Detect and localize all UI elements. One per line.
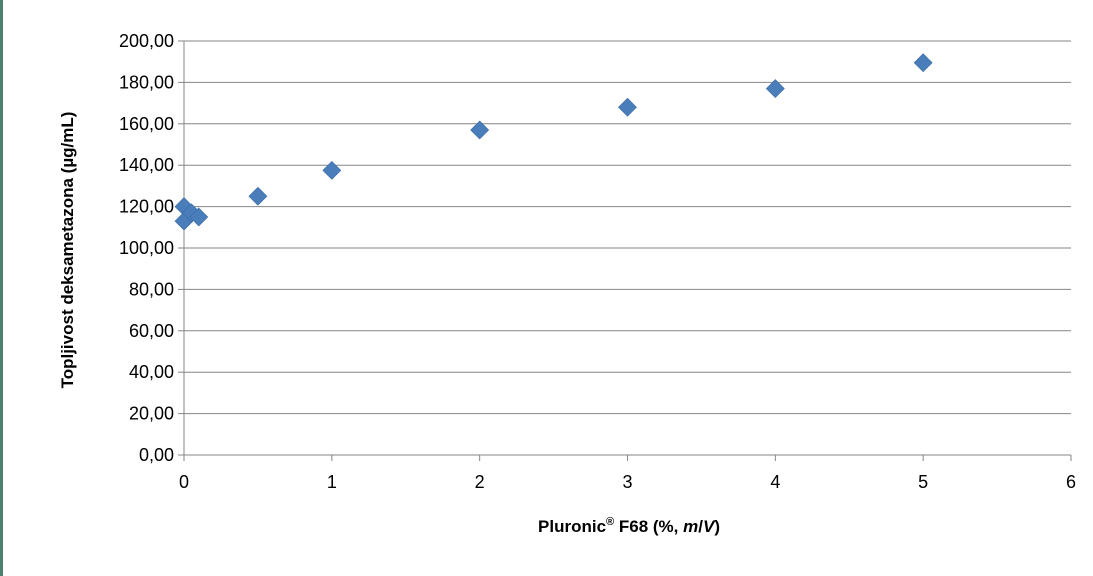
x-tick-label: 3 [622,472,632,492]
x-tick-label: 6 [1066,472,1076,492]
data-point [618,97,637,117]
y-tick-label: 180,00 [119,72,174,92]
y-tick-label: 200,00 [119,31,174,51]
y-tick-label: 60,00 [129,321,174,341]
x-tick-label: 5 [918,472,928,492]
data-point [470,120,490,140]
y-tick-label: 120,00 [119,197,174,217]
y-tick-label: 140,00 [119,155,174,175]
data-points [174,53,933,231]
y-tick-label: 80,00 [129,279,174,299]
data-point [765,79,785,99]
x-tick-label: 4 [770,472,780,492]
y-tick-labels: 0,00 20,00 40,00 60,00 80,00 100,00 120,00 140,… [119,31,174,465]
x-tick-labels: 0 1 2 3 4 5 6 [179,472,1076,492]
data-point [322,160,342,180]
y-tick-label: 160,00 [119,114,174,134]
scatter-chart: 0,00 20,00 40,00 60,00 80,00 100,00 120,00 140,… [58,31,1076,536]
y-tick-label: 100,00 [119,238,174,258]
gridlines [184,40,1071,415]
data-point [248,186,268,206]
x-tick-label: 0 [179,472,189,492]
x-axis-title: Pluronic® F68 (%, m/V) [538,516,720,536]
y-tick-label: 0,00 [139,445,174,465]
data-point [913,53,933,73]
axes [178,40,1072,461]
x-tick-label: 1 [327,472,337,492]
y-tick-label: 20,00 [129,404,174,424]
y-tick-label: 40,00 [129,362,174,382]
data-point [189,207,209,227]
x-tick-label: 2 [475,472,485,492]
y-axis-title: Topljivost deksametazona (µg/mL) [58,112,77,389]
